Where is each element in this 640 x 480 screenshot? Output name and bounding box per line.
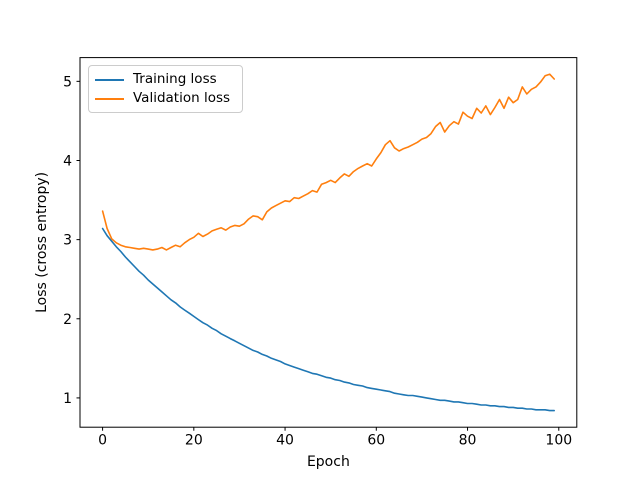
- validation-loss-line-sample: [95, 97, 124, 100]
- x-tick-label: 80: [459, 433, 477, 449]
- training-loss-line: [101, 227, 556, 412]
- x-tick-label: 20: [185, 433, 203, 449]
- legend: Training loss Validation loss: [88, 65, 244, 113]
- y-axis-label: Loss (cross entropy): [34, 172, 50, 313]
- axes-spines: [79, 57, 578, 428]
- y-axis-ticks: 1 2 3 4 5: [63, 74, 80, 407]
- y-tick-label: 5: [63, 74, 72, 90]
- x-tick-label: 100: [545, 433, 572, 449]
- x-axis-label: Epoch: [307, 454, 350, 470]
- x-tick-label: 60: [367, 433, 385, 449]
- y-tick-label: 3: [63, 233, 72, 249]
- training-loss-line-sample: [95, 78, 124, 81]
- y-tick-label: 1: [63, 391, 72, 407]
- y-tick-label: 2: [63, 312, 72, 328]
- x-tick-label: 0: [98, 433, 107, 449]
- validation-loss-line: [101, 73, 556, 251]
- x-tick-label: 40: [276, 433, 294, 449]
- x-axis-ticks: 0 20 40 60 80 100: [98, 427, 572, 449]
- data-series: [101, 73, 556, 412]
- legend-label-training: Training loss: [133, 71, 217, 87]
- legend-item-validation: Validation loss: [95, 89, 230, 108]
- y-tick-label: 4: [63, 153, 72, 169]
- legend-item-training: Training loss: [95, 70, 230, 89]
- legend-label-validation: Validation loss: [133, 90, 231, 106]
